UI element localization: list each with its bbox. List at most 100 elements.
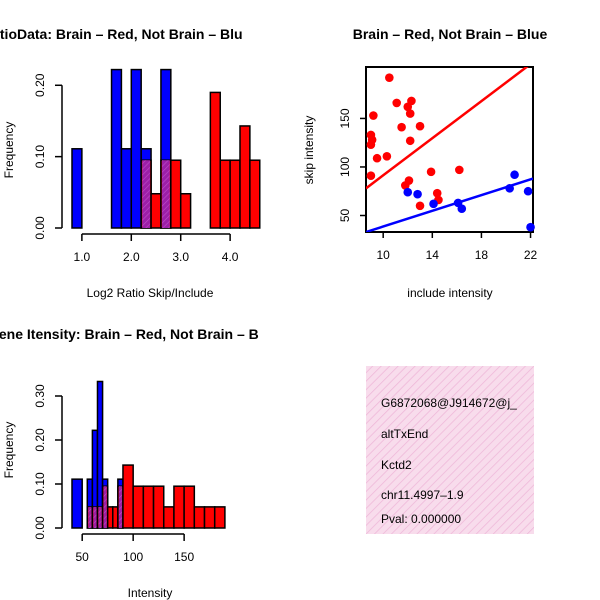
info-pval: Pval: 0.000000 [381,512,461,526]
ratio-hist-x-tick-label-3: 4.0 [222,250,239,264]
info-box-background [366,366,534,534]
scatter-point-red-12 [372,153,382,163]
scatter-y-tick-label-1: 100 [338,157,352,177]
intensity-hist-x-tick-label-1: 100 [123,550,143,564]
intensity-hist-overlap-1 [93,506,97,528]
ratio-hist-bar-red-1 [150,192,162,229]
scatter-point-red-16 [426,167,436,177]
intensity-hist-bar-red-13 [183,485,196,529]
scatter-y-tick-label-2: 150 [338,108,352,128]
ratio-hist-x-tick-label-2: 3.0 [172,250,189,264]
ratio-hist-overlap-0 [142,160,151,228]
ratio-hist-x-tick-label-1: 2.0 [123,250,140,264]
intensity-hist-bar-red-15 [203,506,216,529]
intensity-hist-bar-red-16 [213,506,226,529]
scatter-x-tick-label-2: 18 [475,248,489,262]
scatter-plot-box [365,66,534,233]
intensity-hist-bar-red-8 [132,485,145,529]
scatter-point-blue-8 [526,222,535,232]
intensity-hist-axes: 50 100 150 0.00 0.10 0.20 0.30 [33,384,194,564]
ratio-hist-bar-red-6 [219,159,231,229]
scatter-point-red-13 [382,151,392,161]
intensity-hist-overlap-3 [103,486,107,528]
intensity-hist-x-tick-label-2: 150 [174,550,194,564]
scatter-point-blue-4 [457,204,467,214]
scatter-marks [366,67,535,232]
scatter-point-blue-6 [510,170,519,180]
ratio-hist-y-tick-label-1: 0.10 [33,145,47,169]
intensity-histogram-panel: Gene Itensity: Brain – Red, Not Brain – … [0,326,259,600]
intensity-hist-bars [71,380,226,529]
ratio-hist-overlap-1 [161,160,170,228]
scatter-x-tick-label-3: 22 [524,248,538,262]
intensity-hist-x-tick-label-0: 50 [76,550,90,564]
ratio-hist-x-tick-label-0: 1.0 [74,250,91,264]
intensity-hist-bar-red-11 [162,506,175,529]
scatter-point-red-1 [369,111,378,120]
scatter-fit-line-blue [366,177,533,232]
ratio-hist-ylabel: Frequency [2,122,16,179]
intensity-hist-bar-red-10 [152,485,165,529]
ratio-hist-bar-red-4 [179,192,192,229]
ratio-hist-bars [71,68,261,229]
scatter-point-blue-7 [523,186,533,196]
info-event-type: altTxEnd [381,427,428,441]
ratio-hist-bar-red-8 [239,125,251,229]
ratio-hist-bar-blue-2 [120,148,133,229]
scatter-x-tick-label-0: 10 [377,248,391,262]
intensity-hist-y-tick-label-0: 0.00 [33,516,47,540]
scatter-ylabel: skip intensity [302,116,316,185]
ratio-hist-bar-red-7 [229,159,241,229]
ratio-histogram-panel: RatioData: Brain – Red, Not Brain – Blu … [0,26,261,300]
scatter-point-red-4 [403,102,413,112]
intensity-hist-overlap-2 [98,506,102,528]
scatter-point-red-2 [392,98,401,108]
ratio-hist-bar-red-5 [209,91,221,229]
info-gene-name: Kctd2 [381,458,412,472]
intensity-hist-y-tick-label-3: 0.30 [33,384,47,408]
info-id-line: G6872068@J914672@j_ [381,396,517,410]
ratio-hist-bar-blue-1 [110,68,123,229]
info-locus: chr11.4997–1.9 [381,488,464,502]
ratio-hist-title: RatioData: Brain – Red, Not Brain – Blu [0,26,243,42]
scatter-point-red-0 [385,73,394,82]
intensity-hist-y-tick-label-1: 0.10 [33,472,47,496]
intensity-hist-bar-red-12 [173,485,185,529]
scatter-point-blue-5 [505,184,514,193]
scatter-point-red-19 [432,188,442,198]
ratio-hist-y-tick-label-2: 0.20 [33,73,47,97]
intensity-hist-bar-blue-3 [96,380,104,529]
scatter-point-red-10 [366,140,376,149]
ratio-hist-bar-red-3 [170,159,182,229]
scatter-y-tick-label-0: 50 [338,209,352,223]
ratio-hist-y-tick-label-0: 0.00 [33,216,47,240]
scatter-point-red-7 [415,121,425,131]
scatter-xlabel: include intensity [407,286,492,300]
intensity-hist-ylabel: Frequency [2,422,16,479]
scatter-point-red-6 [397,122,406,132]
intensity-hist-bar-red-7 [122,464,134,529]
scatter-x-tick-label-1: 14 [426,248,440,262]
intensity-hist-bar-red-4 [106,506,114,529]
scatter-point-blue-2 [429,199,438,209]
scatter-point-blue-1 [413,189,422,199]
intensity-hist-title: Gene Itensity: Brain – Red, Not Brain – … [0,326,259,342]
ratio-hist-bar-blue-3 [130,68,142,229]
intensity-hist-y-tick-label-2: 0.20 [33,428,47,452]
scatter-axes: 10 14 18 22 50 100 150 [338,108,538,262]
intensity-hist-overlap-0 [88,506,92,528]
ratio-hist-bar-red-9 [249,159,261,229]
scatter-point-red-15 [400,181,410,190]
scatter-panel: Brain – Red, Not Brain – Blue 10 14 18 22 50… [302,26,547,300]
intensity-hist-bar-red-5 [112,506,119,529]
scatter-point-red-18 [366,171,376,181]
intensity-hist-overlap-4 [118,486,122,528]
intensity-hist-bar-blue-0 [71,478,83,529]
ratio-hist-bar-blue-0 [71,148,83,229]
scatter-point-red-5 [405,109,415,118]
info-box-panel: G6872068@J914672@j_ altTxEnd Kctd2 chr11… [366,366,534,534]
scatter-point-red-17 [455,165,464,175]
scatter-point-blue-0 [403,187,413,197]
scatter-point-red-21 [415,201,425,211]
